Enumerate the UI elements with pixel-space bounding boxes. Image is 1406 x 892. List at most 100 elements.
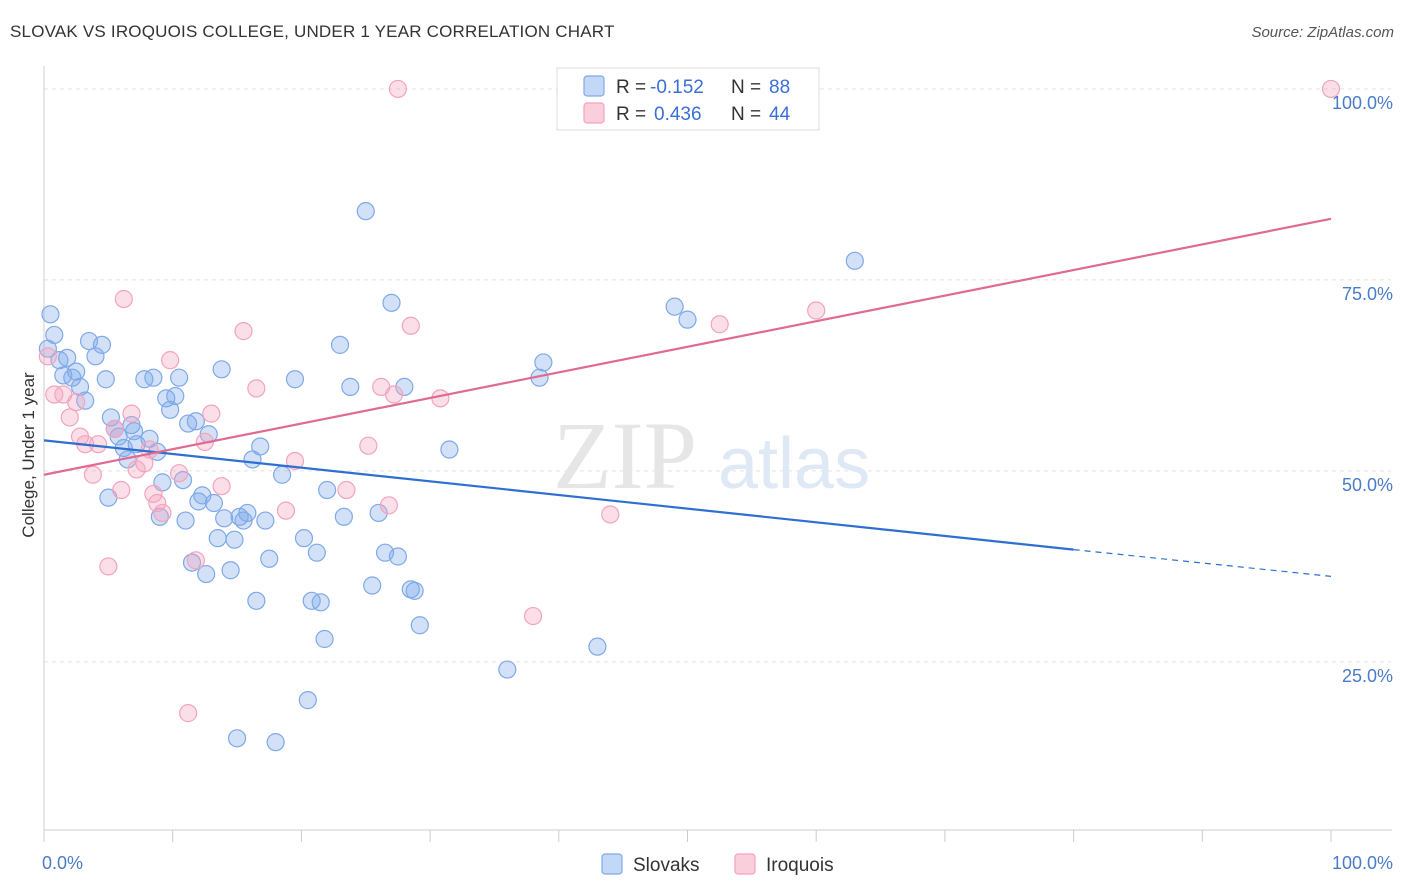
slovaks-point-52 xyxy=(266,733,285,752)
iroquois-point-4 xyxy=(67,393,86,412)
slovaks-point-39 xyxy=(208,529,227,548)
iroquois-point-31 xyxy=(337,480,356,500)
iroquois-point-28 xyxy=(247,379,266,398)
data-points xyxy=(38,79,1341,752)
iroquois-point-30 xyxy=(285,451,305,471)
slovaks-point-80 xyxy=(678,310,697,329)
slovaks-point-12 xyxy=(96,370,115,389)
slovaks-point-51 xyxy=(260,549,279,568)
y-tick-labels: 25.0% 50.0% 75.0% 100.0% xyxy=(1332,93,1393,686)
slovaks-point-49 xyxy=(251,437,270,456)
slovaks-point-75 xyxy=(498,660,517,679)
slovaks-point-74 xyxy=(440,440,459,459)
slovaks-point-79 xyxy=(665,297,684,316)
iroquois-point-22 xyxy=(179,704,198,723)
legend-r-label-iroquois: R = xyxy=(616,104,646,125)
x-tick-labels: 0.0% 100.0% xyxy=(42,853,1393,873)
bottom-legend-swatch-iroquois xyxy=(734,853,756,875)
slovaks-trend-extension xyxy=(1073,549,1332,577)
axes xyxy=(43,66,1392,842)
watermark: ZIP atlas xyxy=(553,402,870,509)
slovaks-point-13 xyxy=(101,408,121,427)
slovaks-point-77 xyxy=(534,353,553,372)
slovaks-point-22 xyxy=(144,368,163,387)
slovaks-point-40 xyxy=(212,360,231,379)
iroquois-point-40 xyxy=(710,315,729,334)
watermark-atlas: atlas xyxy=(718,424,870,504)
y-axis-title: College, Under 1 year xyxy=(19,372,38,538)
iroquois-point-11 xyxy=(112,480,131,500)
slovaks-point-6 xyxy=(67,362,86,381)
slovaks-point-82 xyxy=(227,729,247,748)
slovaks-point-30 xyxy=(176,511,195,530)
slovaks-point-81 xyxy=(845,251,864,270)
iroquois-trend-line xyxy=(43,217,1332,476)
iroquois-point-23 xyxy=(186,551,205,570)
slovaks-point-83 xyxy=(124,422,144,441)
slovaks-point-4 xyxy=(58,348,77,367)
trend-lines xyxy=(43,217,1332,577)
watermark-zip: ZIP xyxy=(553,402,697,509)
slovaks-point-0 xyxy=(41,305,60,324)
iroquois-point-34 xyxy=(379,496,399,515)
legend-n-value-iroquois: 44 xyxy=(769,104,791,125)
slovaks-point-43 xyxy=(225,530,244,549)
slovaks-point-66 xyxy=(363,576,382,595)
bottom-legend-swatch-slovaks xyxy=(601,853,623,875)
iroquois-point-43 xyxy=(1321,79,1341,99)
y-tick-label-1: 50.0% xyxy=(1342,475,1393,495)
iroquois-point-13 xyxy=(122,404,141,423)
iroquois-point-21 xyxy=(170,464,189,483)
slovaks-point-78 xyxy=(588,637,607,656)
slovaks-point-64 xyxy=(341,377,360,396)
iroquois-point-35 xyxy=(384,385,404,404)
slovaks-point-53 xyxy=(272,465,292,484)
iroquois-point-42 xyxy=(388,79,408,99)
iroquois-point-9 xyxy=(99,557,118,576)
iroquois-point-27 xyxy=(234,322,253,341)
iroquois-point-25 xyxy=(202,404,221,423)
y-tick-label-0: 25.0% xyxy=(1342,666,1393,686)
slovaks-point-72 xyxy=(405,581,424,600)
slovaks-point-70 xyxy=(395,377,414,396)
bottom-legend-label-slovaks: Slovaks xyxy=(633,855,700,876)
iroquois-point-37 xyxy=(431,389,450,408)
slovaks-point-26 xyxy=(161,400,180,419)
iroquois-point-29 xyxy=(276,501,296,520)
x-tick-label-0: 0.0% xyxy=(42,853,83,873)
slovaks-point-50 xyxy=(256,511,275,530)
legend-r-value-iroquois: 0.436 xyxy=(654,104,702,125)
slovaks-point-38 xyxy=(204,493,223,513)
legend-n-label-slovaks: N = xyxy=(731,77,761,98)
legend-n-value-slovaks: 88 xyxy=(769,77,790,98)
slovaks-point-27 xyxy=(166,386,185,406)
iroquois-point-32 xyxy=(359,436,378,455)
iroquois-point-38 xyxy=(523,606,543,626)
slovaks-point-20 xyxy=(135,370,154,389)
x-tick-label-1: 100.0% xyxy=(1332,853,1393,873)
slovaks-point-55 xyxy=(294,529,314,548)
iroquois-point-7 xyxy=(83,465,103,484)
series-legend: Slovaks Iroquois xyxy=(601,853,834,876)
iroquois-point-20 xyxy=(161,351,180,370)
slovaks-point-68 xyxy=(382,293,401,312)
slovaks-point-61 xyxy=(318,480,337,500)
y-tick-label-3: 100.0% xyxy=(1332,93,1393,113)
stats-legend: R = -0.152 N = 88 R = 0.436 N = 44 xyxy=(556,67,820,131)
slovaks-point-28 xyxy=(170,368,189,387)
slovaks-point-63 xyxy=(334,507,353,526)
legend-r-label-slovaks: R = xyxy=(616,77,646,98)
legend-swatch-slovaks xyxy=(583,75,605,97)
slovaks-point-10 xyxy=(86,347,105,366)
legend-n-label-iroquois: N = xyxy=(731,104,761,125)
iroquois-point-10 xyxy=(105,419,124,438)
gridlines xyxy=(44,88,1391,663)
slovaks-point-54 xyxy=(285,370,305,389)
slovaks-point-36 xyxy=(197,564,216,584)
slovaks-point-42 xyxy=(221,561,240,580)
iroquois-point-17 xyxy=(144,484,163,503)
iroquois-point-8 xyxy=(88,435,108,454)
slovaks-point-41 xyxy=(215,509,234,528)
slovaks-point-86 xyxy=(38,339,57,358)
